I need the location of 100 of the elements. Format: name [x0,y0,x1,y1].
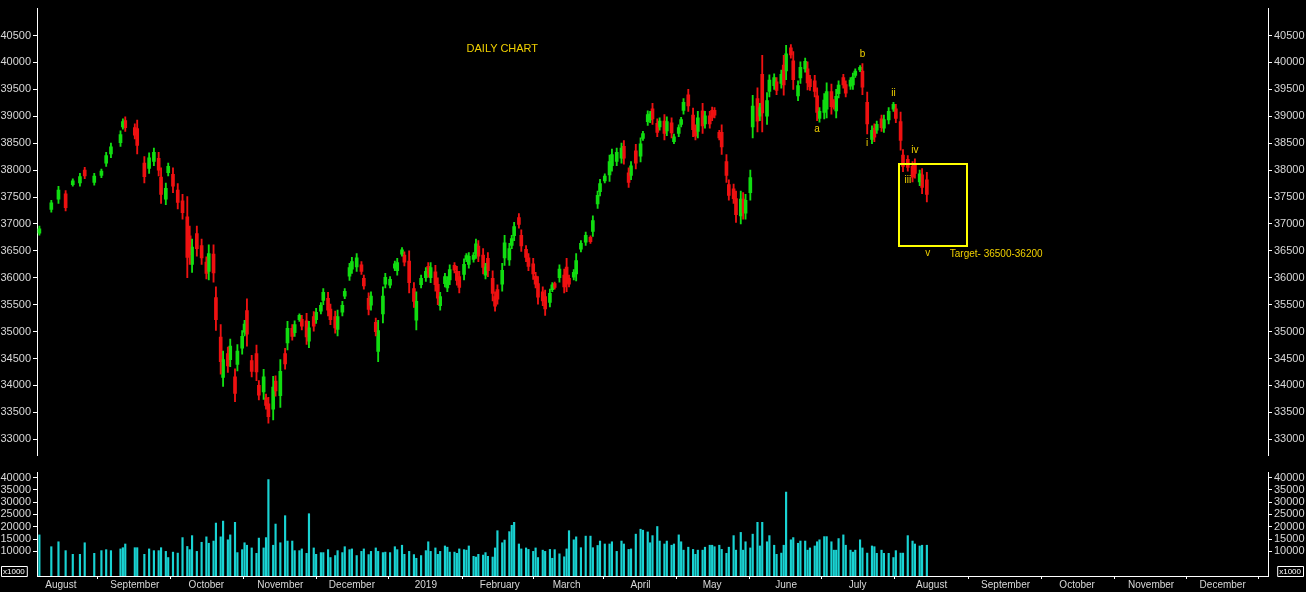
bar [870,545,874,576]
bar [171,551,175,576]
bar [520,548,523,576]
y-tick-label: 34000 [0,378,31,391]
x-tick-label: December [1199,578,1247,590]
bar [446,546,449,576]
bar [789,539,792,576]
bar [548,549,551,576]
bar [880,549,883,576]
bar [243,542,246,576]
y-tick-label: 20000 [0,519,31,532]
y-tick-label: 36500 [0,243,31,256]
y2-tick-label: 15000 [1274,532,1305,545]
bar [124,543,127,576]
y2-tick-label: 35000 [1274,482,1305,495]
bar [443,545,447,576]
bar [257,537,260,576]
bar [610,541,614,576]
bar [842,534,845,576]
bar [503,539,506,576]
y-tick-label: 36000 [0,270,31,283]
bar [808,547,812,576]
bar [720,549,723,576]
text: x1000 [1279,566,1302,576]
bar [534,547,537,576]
x-tick-label: October [1059,578,1096,590]
x-tick-label: September [110,578,160,590]
bar [799,540,802,576]
bar [93,553,96,576]
y2-tick-label: 40000 [1274,55,1305,68]
bar [100,550,103,576]
bar [448,551,451,576]
bar [773,544,776,576]
bar [677,534,680,576]
bar [291,540,294,576]
bar [532,551,535,576]
y-tick-label: 33000 [0,432,31,445]
bar [727,546,730,576]
bar [190,535,194,576]
bar [639,528,642,576]
annotation: v [925,246,931,258]
text: x1000 [3,566,26,576]
annotation: i [866,136,869,148]
annotation: iii [904,173,912,185]
bar [205,536,208,576]
bar [627,549,630,576]
y2-tick-label: 38500 [1274,136,1305,149]
x-tick-label: December [328,578,376,590]
bar [703,546,707,576]
bar [420,555,423,576]
y-tick-label: 30000 [0,495,31,508]
bar [233,522,237,576]
bar [71,554,74,576]
x-tick-label: February [479,578,520,590]
x-tick-label: November [257,578,305,590]
bar [64,550,67,576]
bar [899,552,902,576]
bar [830,541,833,576]
annotation: iv [911,143,919,155]
bar [355,555,358,576]
bar [467,545,470,576]
x-tick-label: August [916,578,948,590]
bar [906,535,909,576]
y2-tick-label: 36500 [1274,243,1305,256]
bar [400,544,404,576]
bar [474,556,478,576]
x-tick-label: September [981,578,1031,590]
y-tick-label: 35000 [0,482,31,495]
bar [105,549,108,576]
bar [837,538,840,576]
bar [274,523,277,576]
bar [672,543,676,576]
bar [641,529,645,576]
bar [696,549,699,576]
bar [412,554,416,576]
bar [109,550,113,576]
y2-tick-label: 35000 [1274,324,1305,337]
bar [603,543,606,576]
y2-tick-label: 35500 [1274,297,1305,310]
bar [913,543,916,576]
bar [200,541,203,576]
bar [761,522,764,576]
bar [501,542,504,576]
bar [486,555,489,576]
bar [279,542,282,576]
bar [567,530,571,576]
bar [708,544,711,576]
bar [732,535,735,576]
bar [384,551,387,576]
bar [751,533,754,576]
y2-tick-label: 36000 [1274,270,1305,283]
bar [164,551,167,576]
bar [792,537,795,576]
bar [622,543,625,576]
bar [214,522,217,576]
bar [744,541,747,576]
x-tick-label: November [1128,578,1175,590]
x-tick-label: April [630,578,651,590]
x-tick-label: May [702,578,722,590]
bar [458,548,461,576]
